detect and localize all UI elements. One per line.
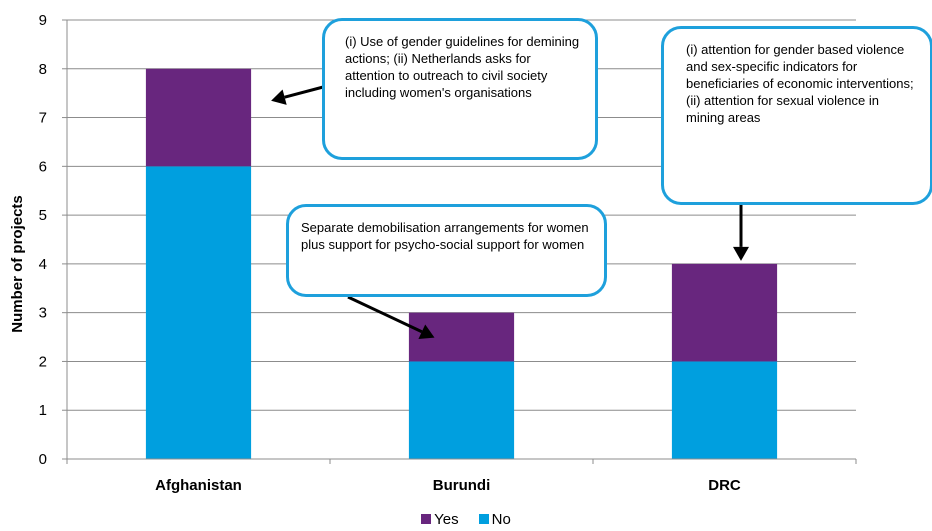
bar-yes-afghanistan xyxy=(145,68,252,167)
x-tick-label: Burundi xyxy=(433,477,491,494)
y-tick-label: 8 xyxy=(39,61,47,78)
bar-yes-drc xyxy=(671,263,778,362)
arrow-burundi xyxy=(347,295,435,339)
y-tick-label: 6 xyxy=(39,158,47,175)
axes xyxy=(62,19,857,464)
arrow-afghanistan xyxy=(271,84,328,105)
x-tick-labels: Afghanistan Burundi DRC xyxy=(155,477,741,494)
y-tick-label: 1 xyxy=(39,402,47,419)
bar-no-burundi xyxy=(408,361,515,459)
y-tick-label: 2 xyxy=(39,353,47,370)
x-tick-label: Afghanistan xyxy=(155,477,242,494)
legend: Yes No xyxy=(0,511,932,528)
y-tick-label: 5 xyxy=(39,207,47,224)
arrow-head xyxy=(733,246,749,261)
bars xyxy=(145,68,778,460)
arrow-shaft xyxy=(284,84,328,99)
y-tick-label: 4 xyxy=(39,256,47,273)
legend-item-no: No xyxy=(478,511,511,528)
y-tick-label: 7 xyxy=(39,110,47,127)
legend-item-yes: Yes xyxy=(421,511,459,528)
arrow-shaft xyxy=(347,295,423,334)
arrow-head xyxy=(271,89,287,105)
bar-no-afghanistan xyxy=(145,166,252,460)
annotation-drc: (i) attention for gender based violence … xyxy=(661,26,932,205)
y-tick-labels: 0 1 2 3 4 5 6 7 8 9 xyxy=(39,12,47,468)
legend-swatch xyxy=(421,514,432,524)
legend-label: Yes xyxy=(434,511,459,528)
arrow-head xyxy=(418,324,435,339)
bar-no-drc xyxy=(671,361,778,459)
legend-swatch xyxy=(478,514,489,524)
y-tick-label: 3 xyxy=(39,305,47,322)
annotation-afghanistan: (i) Use of gender guidelines for deminin… xyxy=(322,18,598,160)
annotation-burundi: Separate demobilisation arrangements for… xyxy=(286,204,607,297)
legend-label: No xyxy=(491,511,511,528)
x-tick-label: DRC xyxy=(708,477,741,494)
y-axis-label: Number of projects xyxy=(9,195,26,333)
y-tick-label: 0 xyxy=(39,451,47,468)
y-tick-label: 9 xyxy=(39,12,47,29)
